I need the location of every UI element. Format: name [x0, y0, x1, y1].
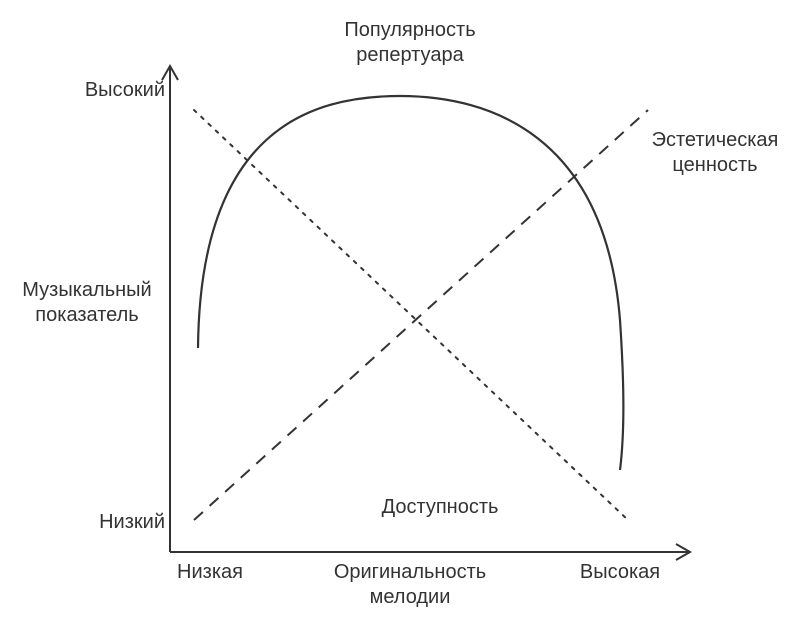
x-label-low: Низкая	[155, 560, 265, 585]
curve-popularity	[198, 96, 623, 470]
curve-aesthetic	[194, 110, 648, 520]
y-label-high: Высокий	[55, 78, 165, 103]
label-accessibility: Доступность	[350, 495, 530, 520]
title-top: Популярность репертуара	[300, 18, 520, 68]
chart-container: Популярность репертуара Высокий Музыкаль…	[0, 0, 790, 628]
y-label-mid: Музыкальный показатель	[8, 278, 166, 328]
curve-accessibility	[194, 110, 628, 520]
y-label-low: Низкий	[55, 510, 165, 535]
x-label-mid: Оригинальность мелодии	[300, 560, 520, 610]
x-label-high: Высокая	[555, 560, 685, 585]
label-aesthetic: Эстетическая ценность	[640, 128, 790, 178]
